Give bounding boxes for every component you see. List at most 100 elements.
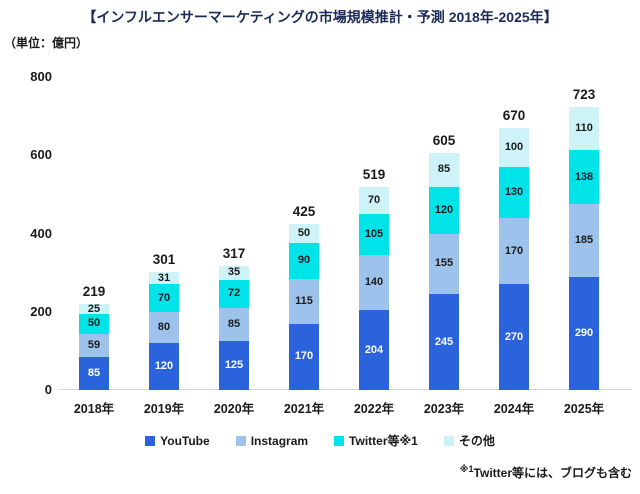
bar-segment: 290	[569, 276, 599, 390]
bar-segment: 204	[359, 310, 389, 390]
total-value-label: 723	[572, 87, 596, 103]
total-value-label: 317	[222, 245, 246, 261]
bar-segment: 138	[569, 150, 599, 205]
bar-segment: 72	[219, 279, 249, 308]
y-tick-label: 600	[30, 147, 52, 163]
segment-value-label: 100	[504, 140, 524, 153]
x-axis-label: 2022年	[353, 402, 395, 416]
x-axis-label: 2023年	[423, 402, 465, 416]
legend-item: Instagram	[235, 433, 309, 448]
total-value-label: 670	[502, 107, 526, 123]
bar-segment: 70	[149, 284, 179, 312]
bar-segment: 105	[359, 214, 389, 256]
segment-value-label: 85	[437, 163, 451, 176]
segment-value-label: 59	[87, 338, 101, 351]
segment-value-label: 245	[434, 335, 454, 348]
y-axis: 0 200 400 600 800	[0, 0, 52, 494]
bar-segment: 35	[219, 265, 249, 280]
segment-value-label: 50	[87, 317, 101, 330]
segment-value-label: 140	[364, 276, 384, 289]
bar-segment: 155	[429, 233, 459, 295]
segment-value-label: 130	[504, 185, 524, 198]
segment-value-label: 70	[157, 291, 171, 304]
segment-value-label: 72	[227, 287, 241, 300]
bar-segment: 110	[569, 107, 599, 151]
y-tick-label: 0	[44, 382, 52, 397]
bar-segment: 245	[429, 294, 459, 390]
plot-area: 85 59 50 25 219 120 80 70 31 301 125 85 72 35 317 170 11…	[58, 77, 632, 390]
legend-swatch-icon	[334, 435, 345, 446]
segment-value-label: 115	[295, 294, 313, 307]
segment-value-label: 110	[575, 122, 593, 135]
bar-segment: 80	[149, 311, 179, 344]
x-axis-line	[58, 389, 632, 390]
x-axis-label: 2021年	[283, 402, 325, 416]
total-value-label: 219	[82, 284, 106, 300]
bar-segment: 120	[429, 186, 459, 234]
segment-value-label: 270	[504, 330, 524, 343]
bar-segment: 120	[149, 343, 179, 390]
legend: YouTube Instagram Twitter等※1 その他	[0, 432, 640, 449]
x-axis-label: 2019年	[143, 402, 185, 416]
legend-swatch-icon	[145, 435, 156, 446]
footnote-text: Twitter等には、ブログも含む	[473, 466, 632, 480]
bar-segment: 270	[499, 284, 529, 390]
segment-value-label: 90	[297, 254, 311, 267]
segment-value-label: 50	[297, 227, 311, 239]
bar-segment: 115	[289, 278, 319, 324]
bar-segment: 25	[79, 302, 109, 315]
segment-value-label: 25	[87, 302, 101, 315]
bar-segment: 85	[219, 307, 249, 342]
bar-segment: 50	[79, 314, 109, 334]
segment-value-label: 120	[434, 203, 454, 216]
x-axis-labels: 2018年 2019年 2020年 2021年 2022年 2023年 2024年 2025年	[58, 398, 632, 416]
x-axis-label: 2018年	[73, 402, 115, 416]
bar-segment: 70	[359, 186, 389, 215]
bar-segment: 50	[289, 223, 319, 244]
segment-value-label: 31	[157, 271, 171, 284]
segment-value-label: 120	[154, 360, 174, 373]
y-tick-label: 200	[30, 303, 52, 319]
bar-segment: 90	[289, 243, 319, 279]
bar-segment: 31	[149, 271, 179, 285]
total-value-label: 425	[292, 203, 316, 219]
legend-swatch-icon	[443, 435, 454, 446]
footnote-marker: ※1	[459, 464, 474, 474]
legend-label: YouTube	[160, 433, 210, 448]
bar-segment: 170	[499, 217, 529, 285]
total-value-label: 301	[152, 252, 176, 268]
x-axis-label: 2025年	[563, 402, 605, 416]
segment-value-label: 290	[574, 326, 594, 339]
y-tick-label: 800	[30, 69, 52, 84]
bar-segment: 100	[499, 127, 529, 167]
total-value-label: 519	[362, 166, 386, 182]
bar-segment: 140	[359, 255, 389, 311]
x-axis-label: 2020年	[213, 402, 255, 416]
bar-segment: 185	[569, 204, 599, 277]
segment-value-label: 204	[364, 343, 384, 356]
segment-value-label: 35	[227, 266, 241, 279]
bar-segment: 59	[79, 333, 109, 357]
segment-value-label: 85	[227, 317, 241, 330]
legend-label: その他	[458, 434, 495, 448]
bar-segment: 170	[289, 323, 319, 390]
segment-value-label: 105	[364, 228, 384, 241]
segment-value-label: 170	[504, 244, 524, 257]
legend-item: その他	[443, 432, 495, 449]
legend-item: Twitter等※1	[334, 432, 418, 449]
legend-label: Instagram	[250, 433, 309, 448]
segment-value-label: 70	[367, 194, 381, 207]
segment-value-label: 85	[87, 366, 101, 379]
segment-value-label: 80	[157, 320, 171, 333]
bar-segment: 125	[219, 341, 249, 390]
footnote: ※1Twitter等には、ブログも含む	[460, 464, 632, 481]
legend-swatch-icon	[235, 435, 246, 446]
bar-segment: 85	[429, 153, 459, 187]
total-value-label: 605	[432, 133, 456, 149]
segment-value-label: 138	[574, 170, 594, 183]
segment-value-label: 155	[434, 257, 454, 270]
bar-segment: 130	[499, 167, 529, 218]
unit-label: （単位：億円）	[4, 36, 89, 50]
legend-label: Twitter等※1	[349, 434, 418, 448]
